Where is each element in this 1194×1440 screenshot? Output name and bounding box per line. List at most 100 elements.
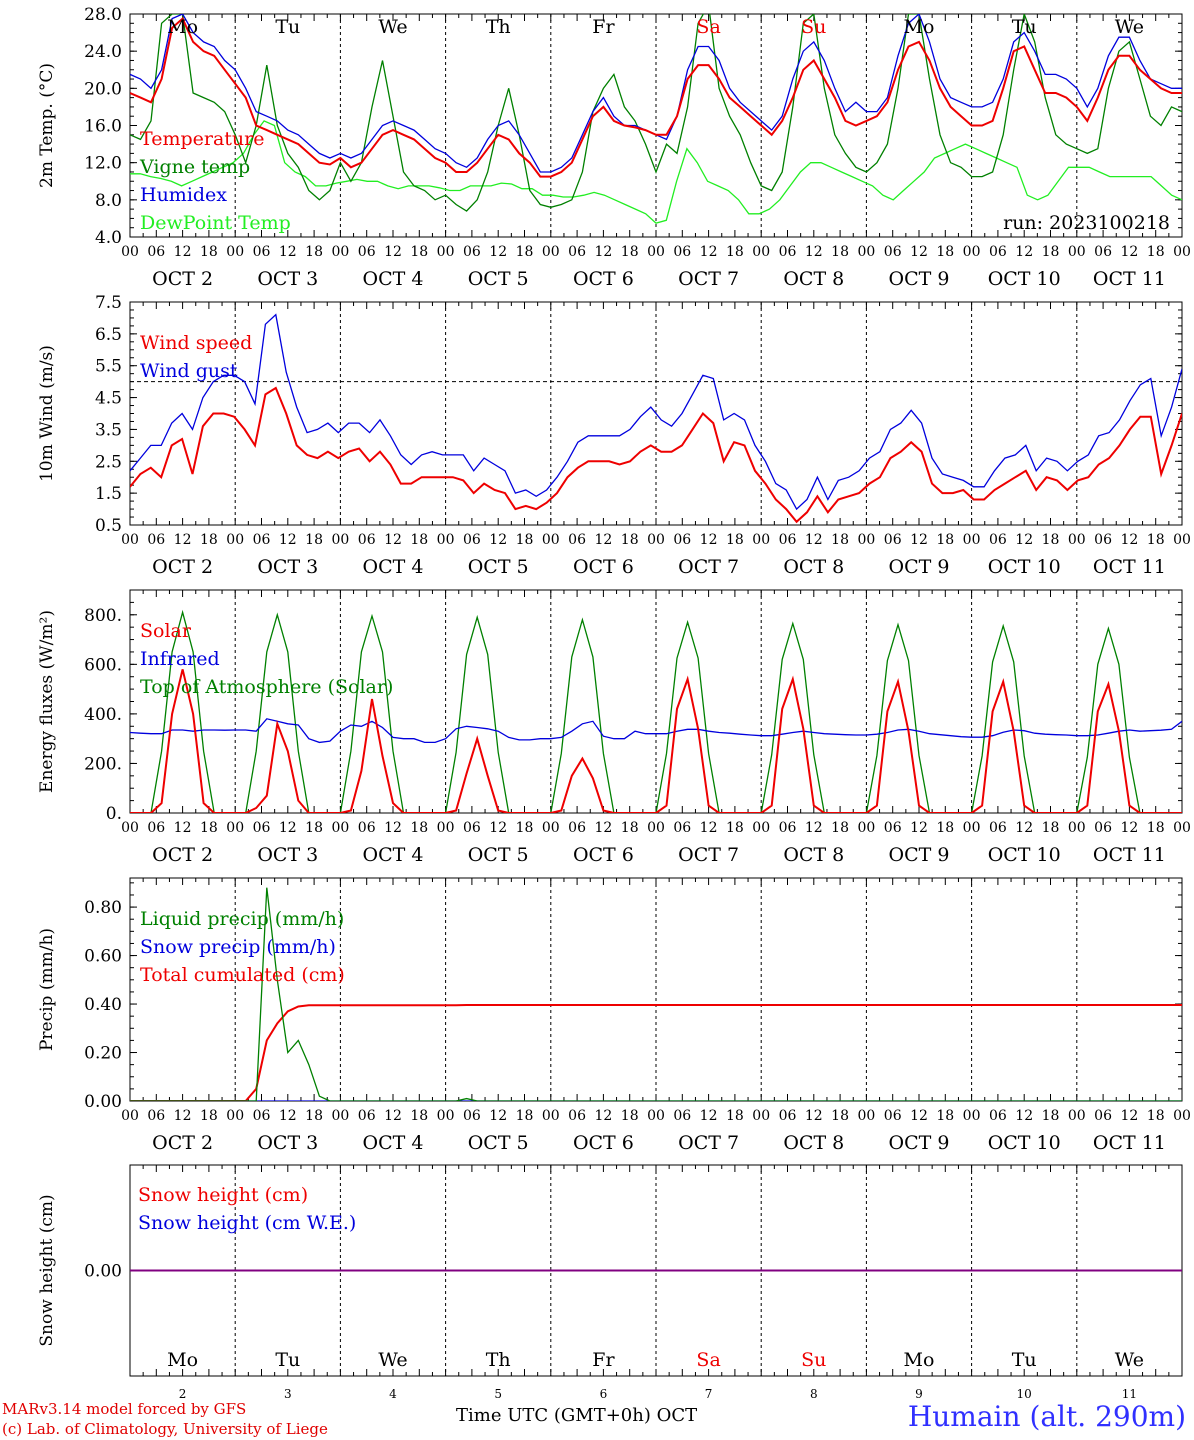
x-hour-label: 00 <box>1068 244 1086 260</box>
x-hour-label: 18 <box>305 244 323 260</box>
weekday-label: Tu <box>275 1349 300 1371</box>
weekday-label: Mo <box>904 16 935 38</box>
x-hour-label: 18 <box>936 820 954 836</box>
time-axis-month: OCT <box>656 1405 698 1426</box>
y-tick-label: 3.5 <box>95 420 122 440</box>
x-hour-label: 18 <box>200 820 218 836</box>
y-tick-label: 400. <box>84 705 122 725</box>
y-tick-label: 6.5 <box>95 325 122 345</box>
x-date-label: OCT 3 <box>257 556 318 578</box>
x-hour-label: 18 <box>831 820 849 836</box>
x-hour-label: 18 <box>1042 1108 1060 1124</box>
weekday-label: Mo <box>167 16 198 38</box>
y-tick-label: 7.5 <box>95 293 122 313</box>
x-hour-label: 12 <box>700 532 718 548</box>
y-tick-label: 0.60 <box>84 947 122 967</box>
x-date-label: OCT 7 <box>678 1132 739 1154</box>
x-hour-label: 06 <box>568 1108 586 1124</box>
x-date-label: OCT 3 <box>257 268 318 290</box>
x-hour-label: 18 <box>1147 532 1165 548</box>
x-hour-label: 06 <box>989 1108 1007 1124</box>
x-hour-label: 00 <box>226 244 244 260</box>
day-number-label: 11 <box>1122 1387 1137 1401</box>
x-hour-label: 00 <box>331 820 349 836</box>
x-hour-label: 12 <box>384 1108 402 1124</box>
x-hour-label: 18 <box>831 532 849 548</box>
x-hour-label: 06 <box>568 244 586 260</box>
x-hour-label: 12 <box>489 532 507 548</box>
day-number-label: 10 <box>1017 1387 1032 1401</box>
y-tick-label: 2.5 <box>95 452 122 472</box>
x-hour-label: 06 <box>884 1108 902 1124</box>
x-date-label: OCT 4 <box>363 1132 424 1154</box>
x-hour-label: 06 <box>253 820 271 836</box>
x-hour-label: 12 <box>384 244 402 260</box>
y-tick-label: 16.0 <box>84 117 122 137</box>
x-hour-label: 00 <box>752 532 770 548</box>
x-hour-label: 00 <box>121 244 139 260</box>
x-hour-label: 12 <box>279 1108 297 1124</box>
x-hour-label: 00 <box>647 820 665 836</box>
x-hour-label: 18 <box>621 244 639 260</box>
x-hour-label: 06 <box>463 820 481 836</box>
x-hour-label: 18 <box>410 532 428 548</box>
x-hour-label: 00 <box>857 532 875 548</box>
x-hour-label: 18 <box>200 244 218 260</box>
x-date-label: OCT 5 <box>468 844 529 866</box>
series-line-temperature-0 <box>130 16 1182 178</box>
legend-entry-temperature-3: DewPoint Temp <box>140 212 291 234</box>
x-hour-label: 12 <box>1015 244 1033 260</box>
series-line-wind-1 <box>130 313 1182 511</box>
x-hour-label: 06 <box>989 244 1007 260</box>
x-hour-label: 12 <box>910 1108 928 1124</box>
x-hour-label: 06 <box>673 1108 691 1124</box>
x-hour-label: 12 <box>700 820 718 836</box>
series-line-temperature-3 <box>130 120 1182 224</box>
x-date-label: OCT 9 <box>889 556 950 578</box>
legend-entry-precip-0: Liquid precip (mm/h) <box>140 908 344 930</box>
x-hour-label: 18 <box>726 532 744 548</box>
y-axis-label-snow: Snow height (cm) <box>37 1194 57 1346</box>
legend-entry-energy-0: Solar <box>140 620 192 642</box>
legend-entry-wind-0: Wind speed <box>140 332 252 354</box>
x-hour-label: 12 <box>700 1108 718 1124</box>
lab-credit: (c) Lab. of Climatology, University of L… <box>2 1420 328 1438</box>
weekday-label: We <box>1115 16 1144 38</box>
x-hour-label: 12 <box>594 820 612 836</box>
x-hour-label: 12 <box>594 532 612 548</box>
x-hour-label: 00 <box>542 532 560 548</box>
x-hour-label: 12 <box>1015 1108 1033 1124</box>
x-hour-label: 06 <box>147 532 165 548</box>
x-hour-label: 18 <box>831 1108 849 1124</box>
weekday-label: Sa <box>696 1349 720 1371</box>
legend-entry-temperature-2: Humidex <box>140 184 227 206</box>
x-hour-label: 06 <box>1094 244 1112 260</box>
legend-entry-temperature-0: Temperature <box>140 128 264 150</box>
x-hour-label: 06 <box>673 532 691 548</box>
x-hour-label: 12 <box>700 244 718 260</box>
x-hour-label: 12 <box>805 244 823 260</box>
weekday-label: Tu <box>1012 1349 1037 1371</box>
y-tick-label: 0.00 <box>84 1262 122 1282</box>
x-hour-label: 18 <box>621 1108 639 1124</box>
x-date-label: OCT 11 <box>1093 556 1166 578</box>
x-hour-label: 06 <box>358 820 376 836</box>
x-date-label: OCT 10 <box>988 1132 1061 1154</box>
x-hour-label: 06 <box>253 1108 271 1124</box>
x-date-label: OCT 2 <box>152 1132 213 1154</box>
x-hour-label: 06 <box>1094 820 1112 836</box>
x-hour-label: 18 <box>410 1108 428 1124</box>
x-hour-label: 12 <box>910 820 928 836</box>
x-hour-label: 06 <box>253 244 271 260</box>
x-hour-label: 06 <box>1094 532 1112 548</box>
weekday-label: Mo <box>167 1349 198 1371</box>
x-hour-label: 00 <box>647 244 665 260</box>
x-hour-label: 12 <box>910 532 928 548</box>
legend-entry-snow-1: Snow height (cm W.E.) <box>138 1212 356 1234</box>
y-tick-label: 28.0 <box>84 5 122 25</box>
y-axis-label-energy: Energy fluxes (W/m²) <box>37 610 57 793</box>
legend-entry-precip-1: Snow precip (mm/h) <box>140 936 336 958</box>
x-hour-label: 00 <box>437 532 455 548</box>
x-hour-label: 00 <box>752 244 770 260</box>
day-number-label: 9 <box>915 1387 923 1401</box>
